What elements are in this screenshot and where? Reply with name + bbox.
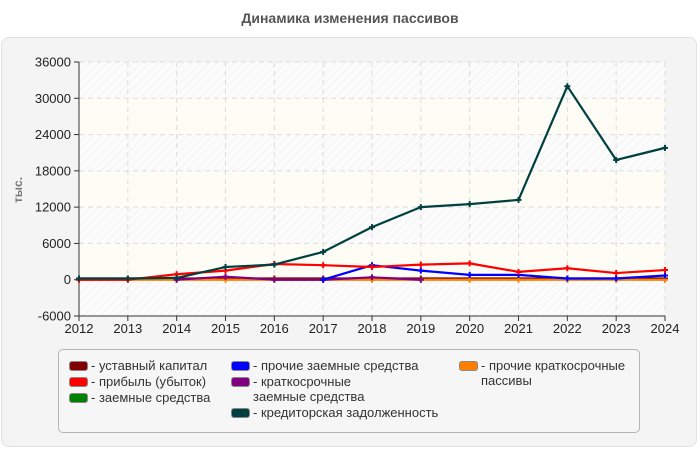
legend-column-1: - уставный капитал - прибыль (убыток) - …: [69, 358, 239, 406]
legend-item-accounts-payable[interactable]: - кредиторская задолженность: [231, 405, 456, 420]
chart-legend: - уставный капитал - прибыль (убыток) - …: [58, 349, 640, 433]
legend-label: - заемные средства: [91, 390, 211, 405]
legend-label: - краткосрочные заемные средства: [253, 374, 365, 404]
legend-label: - прочие заемные средства: [253, 358, 419, 373]
legend-swatch-icon: [69, 361, 88, 371]
legend-item-other-short-term[interactable]: - прочие краткосрочные пассивы: [459, 358, 634, 388]
series-line: [173, 273, 424, 283]
legend-swatch-icon: [69, 377, 88, 387]
series-line: [76, 83, 668, 282]
legend-column-2: - прочие заемные средства - краткосрочны…: [231, 358, 456, 421]
x-tick-label: 2022: [553, 321, 582, 336]
y-tick-label: 18000: [35, 163, 71, 178]
x-tick-label: 2021: [504, 321, 533, 336]
y-tick-label: 6000: [42, 236, 71, 251]
x-tick-label: 2019: [406, 321, 435, 336]
x-tick-label: 2018: [358, 321, 387, 336]
x-tick-label: 2016: [260, 321, 289, 336]
x-tick-label: 2024: [651, 321, 680, 336]
legend-item-short-term-borrowed[interactable]: - краткосрочные заемные средства: [231, 374, 391, 404]
legend-swatch-icon: [231, 361, 250, 371]
legend-label: - прибыль (убыток): [91, 374, 207, 389]
x-tick-label: 2023: [602, 321, 631, 336]
legend-label: - уставный капитал: [91, 358, 208, 373]
legend-swatch-icon: [231, 377, 250, 387]
legend-swatch-icon: [69, 393, 88, 403]
y-tick-label: 24000: [35, 127, 71, 142]
legend-item-charter-capital[interactable]: - уставный капитал: [69, 358, 239, 373]
y-tick-label: 0: [64, 272, 71, 287]
series-lines: [76, 83, 668, 283]
y-tick-label: 36000: [35, 55, 71, 70]
x-tick-label: 2017: [309, 321, 338, 336]
y-axis-label: тыс.: [11, 177, 25, 203]
y-tick-label: 12000: [35, 200, 71, 215]
legend-swatch-icon: [231, 408, 250, 418]
x-tick-label: 2012: [65, 321, 94, 336]
legend-item-borrowed-funds[interactable]: - заемные средства: [69, 390, 239, 405]
legend-item-profit[interactable]: - прибыль (убыток): [69, 374, 239, 389]
legend-item-other-borrowed[interactable]: - прочие заемные средства: [231, 358, 456, 373]
x-tick-label: 2020: [455, 321, 484, 336]
legend-column-3: - прочие краткосрочные пассивы: [459, 358, 634, 389]
chart-title: Динамика изменения пассивов: [241, 10, 459, 26]
legend-label: - кредиторская задолженность: [253, 405, 439, 420]
x-tick-label: 2014: [162, 321, 191, 336]
legend-label: - прочие краткосрочные пассивы: [481, 358, 626, 388]
y-tick-label: 30000: [35, 91, 71, 106]
legend-swatch-icon: [459, 361, 478, 371]
y-tick-label: -6000: [38, 309, 71, 324]
x-tick-label: 2015: [211, 321, 240, 336]
x-tick-label: 2013: [113, 321, 142, 336]
